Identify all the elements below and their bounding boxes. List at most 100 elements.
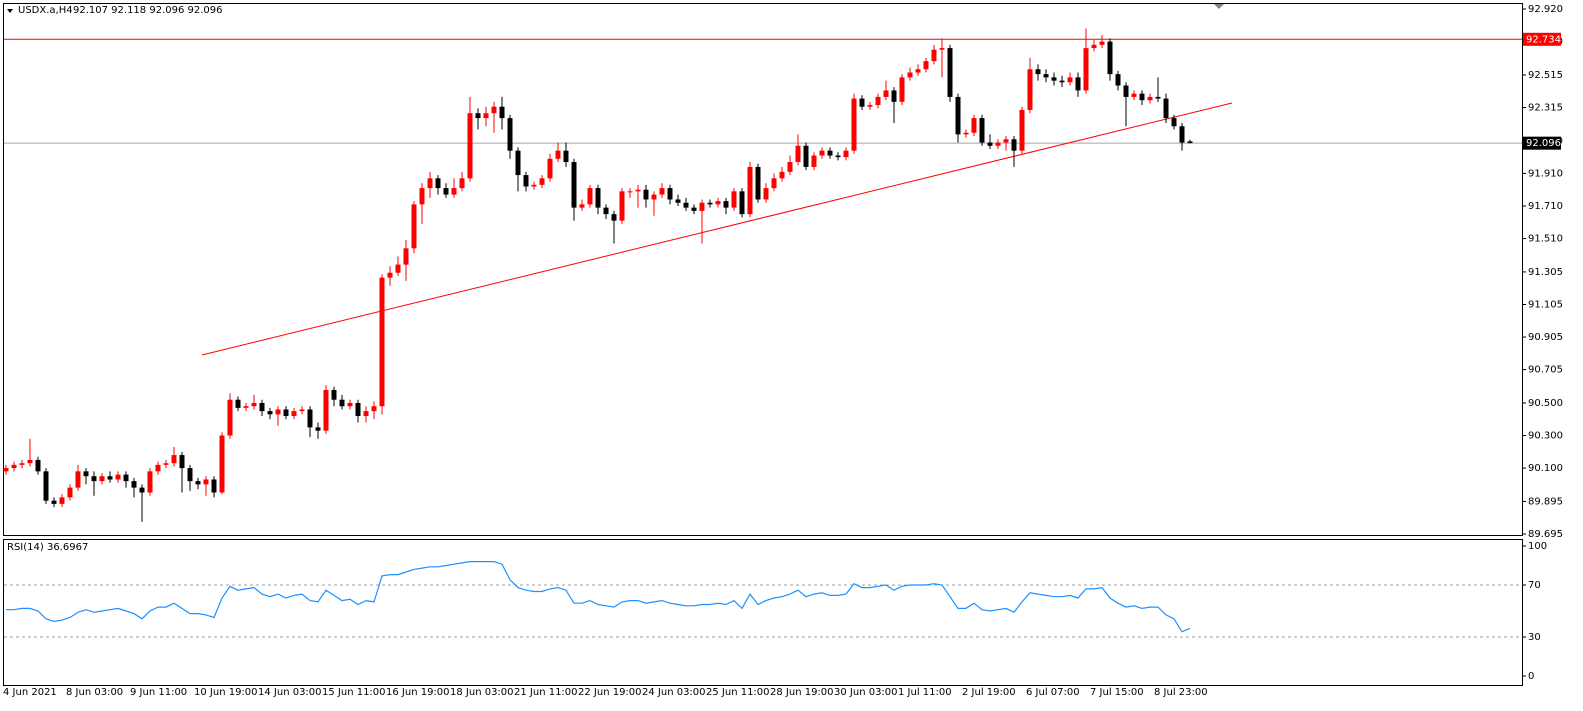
- candle-body: [947, 48, 953, 97]
- candle-body: [187, 468, 193, 482]
- x-tick-label: 4 Jun 2021: [3, 687, 57, 698]
- candle-body: [267, 411, 273, 415]
- candle-body: [835, 155, 841, 158]
- candle-body: [739, 191, 745, 215]
- candle-body: [707, 202, 713, 205]
- y-tick-label: 89.895: [1528, 496, 1563, 507]
- candle-body: [251, 402, 257, 407]
- candle-body: [347, 402, 353, 407]
- candle-body: [787, 162, 793, 172]
- candle-body: [1075, 77, 1081, 91]
- candle-body: [683, 202, 689, 208]
- candle-body: [555, 150, 561, 159]
- y-tick-label: 30: [1528, 632, 1541, 643]
- y-tick-label: 90.300: [1528, 431, 1563, 442]
- symbol-title: USDX.a,H4: [18, 5, 73, 16]
- candle-body: [987, 142, 993, 146]
- candle-body: [891, 90, 897, 102]
- candle-body: [371, 406, 377, 412]
- x-tick-label: 16 Jun 19:00: [386, 687, 450, 698]
- y-tick-label: 92.920: [1528, 4, 1563, 15]
- menu-arrow: [7, 9, 13, 13]
- candle-body: [1091, 44, 1097, 49]
- candle-body: [459, 178, 465, 189]
- candle-body: [1171, 118, 1177, 127]
- rsi-panel: [3, 539, 1523, 686]
- price-label: 92.734: [1526, 34, 1561, 45]
- candle-body: [1043, 74, 1049, 78]
- candle-body: [811, 155, 817, 167]
- x-tick-label: 9 Jun 11:00: [130, 687, 187, 698]
- candle-body: [691, 207, 697, 211]
- y-tick-label: 90.705: [1528, 365, 1563, 376]
- candle-body: [43, 471, 49, 501]
- candle-body: [1115, 74, 1121, 86]
- candle-body: [827, 150, 833, 156]
- candle-body: [1163, 98, 1169, 119]
- candle-body: [587, 188, 593, 205]
- candle-body: [491, 106, 497, 114]
- y-tick-label: 90.905: [1528, 332, 1563, 343]
- y-tick-label: 91.710: [1528, 201, 1563, 212]
- candle-body: [235, 399, 241, 408]
- x-tick-label: 8 Jun 03:00: [66, 687, 123, 698]
- y-tick-label: 89.695: [1528, 529, 1563, 540]
- candle-body: [51, 500, 57, 504]
- candle-body: [443, 188, 449, 195]
- candle-body: [579, 204, 585, 208]
- candle-body: [139, 487, 145, 493]
- candle-body: [355, 402, 361, 416]
- candle-body: [419, 188, 425, 205]
- candle-body: [195, 481, 201, 485]
- x-tick-label: 24 Jun 03:00: [642, 687, 706, 698]
- candle-body: [1035, 69, 1041, 75]
- candle-body: [27, 459, 33, 464]
- candle-body: [1083, 48, 1089, 91]
- candle-body: [411, 204, 417, 249]
- price-label-box: [1523, 32, 1561, 46]
- candle-body: [907, 72, 913, 78]
- candle-body: [611, 214, 617, 221]
- price-label: 92.096: [1526, 138, 1561, 149]
- candle-body: [1067, 77, 1073, 83]
- candle-body: [1131, 93, 1137, 97]
- candle-body: [619, 191, 625, 221]
- y-tick-label: 91.910: [1528, 168, 1563, 179]
- candle-body: [451, 188, 457, 195]
- y-tick-label: 90.500: [1528, 398, 1563, 409]
- candle-body: [1147, 96, 1153, 101]
- candle-body: [1027, 69, 1033, 110]
- candle-body: [675, 199, 681, 203]
- candle-body: [931, 49, 937, 62]
- candle-body: [755, 166, 761, 200]
- candle-body: [315, 427, 321, 431]
- x-tick-label: 28 Jun 19:00: [770, 687, 834, 698]
- candle-body: [211, 479, 217, 493]
- x-tick-label: 6 Jul 07:00: [1026, 687, 1080, 698]
- x-tick-label: 7 Jul 15:00: [1090, 687, 1144, 698]
- candle-body: [3, 468, 9, 472]
- x-tick-label: 22 Jun 19:00: [578, 687, 642, 698]
- candle-body: [979, 118, 985, 143]
- main-panel: [3, 3, 1523, 536]
- y-tick-label: 100: [1528, 541, 1547, 552]
- y-tick-label: 0: [1528, 671, 1534, 682]
- candle-body: [779, 171, 785, 179]
- candle-body: [219, 435, 225, 493]
- candle-body: [339, 399, 345, 407]
- candle-body: [667, 188, 673, 200]
- candle-body: [539, 178, 545, 185]
- candle-body: [467, 113, 473, 179]
- candle-body: [571, 162, 577, 208]
- candle-body: [971, 118, 977, 133]
- candle-body: [107, 476, 113, 480]
- candle-body: [523, 175, 529, 187]
- candle-body: [131, 481, 137, 488]
- candle-body: [1059, 80, 1065, 83]
- candle-body: [163, 463, 169, 465]
- candle-body: [283, 409, 289, 416]
- candle-body: [795, 145, 801, 163]
- candle-body: [427, 178, 433, 189]
- candle-body: [19, 463, 25, 465]
- candle-body: [563, 150, 569, 163]
